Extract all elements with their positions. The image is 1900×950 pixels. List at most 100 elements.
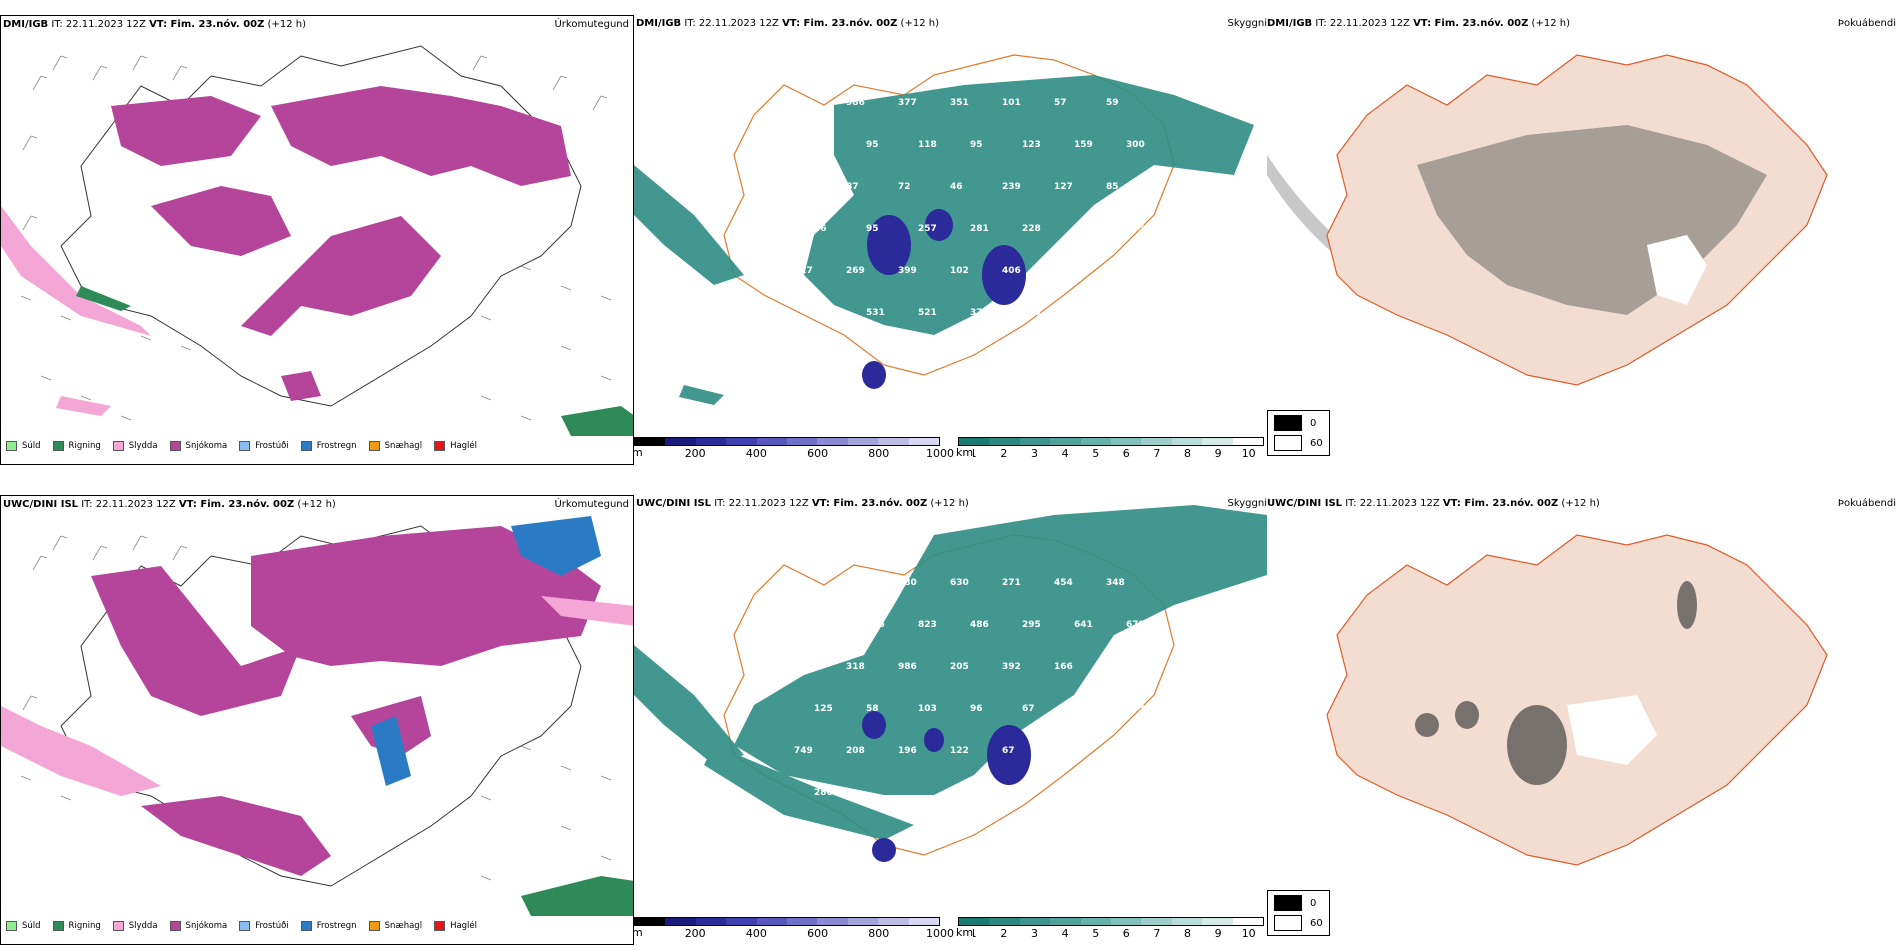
- cloud-base-value: 165: [814, 308, 833, 318]
- cloud-base-value: 96: [970, 704, 983, 714]
- legend-label: Súld: [22, 441, 41, 451]
- cloud-base-value: 103: [918, 704, 937, 714]
- cloud-base-labels: 958 986 377 351 101 57 59 69 95 118 95 123 159 300 86 8…: [794, 98, 1145, 360]
- colorbar-bin: [1050, 438, 1081, 445]
- colorbar-tick-label: 9: [1214, 927, 1222, 940]
- cloud-base-value: 823: [918, 620, 937, 630]
- colorbar-tick-label: 6: [1122, 447, 1130, 460]
- legend-label: Rigning: [68, 441, 101, 451]
- panel-title: DMI/IGB IT: 22.11.2023 12Z VT: Fim. 23.n…: [636, 18, 939, 29]
- colorbar-tick-label: 5: [1092, 927, 1100, 940]
- legend-swatch: [368, 441, 380, 451]
- cloud-base-value: 238: [1074, 308, 1093, 318]
- colorbar-bin: [695, 918, 727, 925]
- precip-type-legend: Súld Rigning Slydda Snjókoma Frostúði Frostre…: [6, 921, 489, 931]
- cloud-base-value: 433: [1126, 704, 1145, 714]
- snow-areas: [111, 86, 571, 401]
- cloud-base-value: 376: [866, 620, 885, 630]
- cloud-base-value: 348: [1106, 578, 1125, 588]
- colorbar-bin: [1202, 918, 1233, 925]
- fog-key-label: 60: [1310, 437, 1323, 449]
- cloud-base-value: 95: [970, 140, 983, 150]
- legend-label: Slydda: [128, 921, 158, 931]
- legend-label: Snjókoma: [185, 921, 228, 931]
- legend-item: Frostúði: [239, 441, 289, 451]
- low-cloud-areas: [862, 711, 1031, 862]
- legend-label: Frostúði: [255, 921, 289, 931]
- cloud-base-value: 46: [814, 224, 827, 234]
- cloud-base-value: 257: [918, 224, 937, 234]
- cloud-base-value: 86: [794, 182, 807, 192]
- cloud-base-value: 521: [918, 308, 937, 318]
- colorbar-tick-label: 7: [1153, 927, 1161, 940]
- colorbar-bin: [1141, 918, 1172, 925]
- cloud-base-value: 122: [950, 746, 969, 756]
- colorbar-bin: [1050, 918, 1081, 925]
- colorbar-tick-label: 5: [1092, 447, 1100, 460]
- colorbar-ticks: 1 2 3 4 5 6 7 8 9 10: [958, 446, 1264, 460]
- legend-label: Frostúði: [255, 441, 289, 451]
- precip-type-panel: DMI/IGB IT: 22.11.2023 12Z VT: Fim. 23.n…: [0, 15, 634, 465]
- fog-key-swatch: [1274, 415, 1302, 431]
- colorbar-bin: [878, 918, 909, 925]
- cloud-base-value: 376: [970, 308, 989, 318]
- cloud-base-value: 101: [1002, 98, 1021, 108]
- cloud-base-value: 69: [814, 140, 827, 150]
- cloud-base-value: 162: [814, 620, 833, 630]
- colorbar-bin: [1111, 438, 1142, 445]
- legend-swatch: [169, 441, 181, 451]
- low-cloud-areas: [862, 209, 1026, 389]
- cloud-base-value: 377: [898, 98, 917, 108]
- cloud-base-value: 57: [1054, 98, 1067, 108]
- cloud-base-map: 958 986 377 351 101 57 59 69 95 118 95 123 159 300 86 8…: [634, 54, 1254, 405]
- colorbar-tick-label: 1000: [926, 447, 954, 460]
- colorbar-bin: [878, 438, 909, 445]
- colorbar-bin: [1232, 918, 1264, 925]
- cloud-base-value: 531: [866, 308, 885, 318]
- colorbar-bin: [847, 918, 879, 925]
- legend-label: Haglél: [450, 921, 478, 931]
- fog-colorkey: 0 60: [1267, 410, 1330, 456]
- colorbar-unit: m: [634, 446, 643, 459]
- colorbar-tick-label: 1: [969, 447, 977, 460]
- colorbar-tick-label: 8: [1184, 447, 1191, 460]
- fog-key-label: 0: [1310, 417, 1317, 429]
- fog-key-row: 60: [1274, 913, 1323, 933]
- colorbar-bin: [1111, 918, 1142, 925]
- colorbar-tick-label: 200: [684, 927, 706, 940]
- colorbar-bin: [787, 438, 818, 445]
- legend-label: Snjókoma: [185, 441, 228, 451]
- legend-item: Frostúði: [239, 921, 289, 931]
- cloud-base-value: 260: [1054, 266, 1073, 276]
- colorbar-tick-label: 2: [1000, 447, 1008, 460]
- fog-key-label: 60: [1310, 917, 1323, 929]
- colorbar-bin: [1019, 438, 1051, 445]
- legend-item: Slydda: [112, 441, 158, 451]
- colorbar-tick-label: 600: [807, 447, 829, 460]
- cloud-base-value: 986: [846, 98, 865, 108]
- colorbar-tick-label: 1000: [926, 927, 954, 940]
- colorbar-tick-label: 1: [969, 927, 977, 940]
- colorbar-bin: [989, 438, 1020, 445]
- legend-item: Frostregn: [300, 441, 357, 451]
- cloud-base-value: 205: [950, 662, 969, 672]
- cloud-base-value: 271: [1002, 578, 1021, 588]
- legend-label: Haglél: [450, 441, 478, 451]
- precip-type-map: [1, 45, 633, 436]
- colorbar-bin: [908, 918, 940, 925]
- colorbar-tick-label: 7: [1153, 447, 1161, 460]
- colorbar-ticks: 02004006008001000: [634, 446, 954, 460]
- colorbar-tick-label: 200: [684, 447, 706, 460]
- cloud-base-value: 125: [814, 704, 833, 714]
- cloud-base-value: 49: [1106, 746, 1119, 756]
- colorbar-tick-label: 2: [1000, 927, 1008, 940]
- rain-areas: [76, 286, 633, 436]
- precip-type-panel: UWC/DINI ISL IT: 22.11.2023 12Z VT: Fim.…: [0, 495, 634, 945]
- legend-label: Snæhagl: [384, 441, 423, 451]
- legend-swatch: [434, 441, 446, 451]
- cloud-base-value: 159: [1074, 140, 1093, 150]
- cloud-base-value: 58: [866, 704, 879, 714]
- cloud-base-value: 67: [1022, 704, 1035, 714]
- colorbar-ticks: 1 2 3 4 5 6 7 8 9 10: [958, 926, 1264, 940]
- cloud-base-value: 845: [1106, 662, 1125, 672]
